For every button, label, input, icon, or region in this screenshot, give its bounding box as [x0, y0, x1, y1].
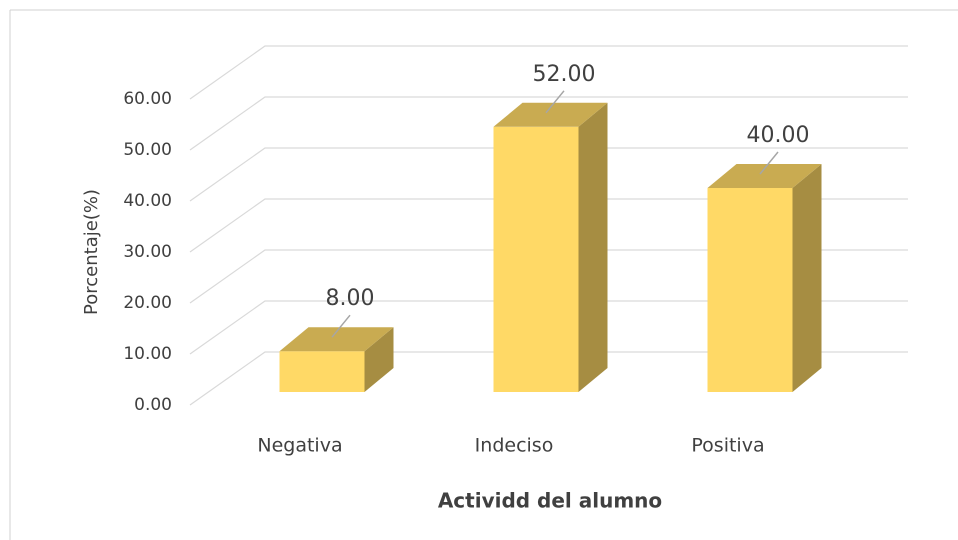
x-tick-label: Positiva	[691, 435, 764, 457]
x-tick-label: Indeciso	[475, 435, 554, 457]
bar-top	[493, 102, 608, 127]
leader-line	[759, 151, 779, 175]
bar	[707, 188, 793, 392]
bar	[279, 351, 365, 392]
grid-line	[189, 300, 908, 355]
y-tick-label: 40.00	[123, 191, 172, 211]
bar	[493, 126, 579, 393]
y-tick-label: 50.00	[123, 140, 172, 160]
grid-line	[189, 249, 908, 304]
leader-line	[545, 90, 565, 114]
y-tick-label: 0.00	[134, 395, 172, 415]
x-axis-title: Actividd del alumno	[438, 489, 662, 513]
leader-line	[331, 314, 351, 338]
y-tick-label: 60.00	[123, 89, 172, 109]
grid-line	[189, 147, 908, 202]
x-tick-label: Negativa	[257, 435, 342, 457]
grid-line	[189, 45, 908, 100]
y-axis-title: Porcentaje(%)	[81, 189, 102, 315]
bar-side	[364, 327, 394, 392]
y-tick-label: 20.00	[123, 293, 172, 313]
y-tick-label: 30.00	[123, 242, 172, 262]
bar-side	[792, 164, 822, 392]
value-label: 52.00	[533, 62, 596, 87]
bar-top	[707, 164, 822, 188]
bar-side	[578, 102, 608, 393]
grid-line	[189, 198, 908, 253]
bar-top	[279, 327, 394, 352]
value-label: 40.00	[747, 123, 810, 148]
y-tick-label: 10.00	[123, 344, 172, 364]
grid-line	[189, 96, 908, 151]
value-label: 8.00	[326, 286, 375, 311]
grid-line	[189, 351, 908, 406]
